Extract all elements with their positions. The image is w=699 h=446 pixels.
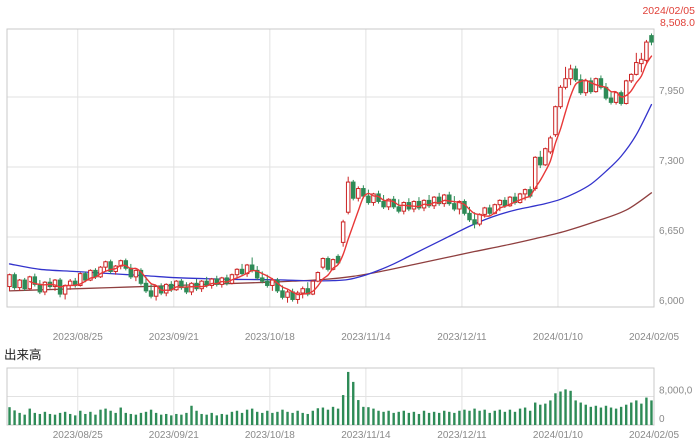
latest-price-label: 8,508.0	[659, 17, 695, 29]
svg-text:2023/08/25: 2023/08/25	[53, 332, 103, 343]
svg-text:6,000: 6,000	[659, 296, 684, 307]
svg-text:2023/08/25: 2023/08/25	[53, 430, 103, 441]
svg-text:7,950: 7,950	[659, 86, 684, 97]
plot-borders	[6, 28, 655, 426]
svg-text:2023/10/18: 2023/10/18	[245, 430, 295, 441]
volume-bars	[8, 371, 653, 425]
svg-text:2023/10/18: 2023/10/18	[245, 332, 295, 343]
svg-text:2023/12/11: 2023/12/11	[437, 332, 487, 343]
svg-text:2023/11/14: 2023/11/14	[341, 430, 391, 441]
volume-section-title: 出来高	[4, 348, 42, 362]
svg-text:0: 0	[659, 414, 665, 425]
svg-text:8,000,0: 8,000,0	[659, 386, 693, 397]
ma-short-line	[29, 55, 653, 296]
date-labels-upper-row: 2023/08/25 2023/09/21 2023/10/18 2023/11/14…	[53, 332, 680, 343]
volume-axis-labels: 0 8,000,0	[659, 386, 693, 426]
date-labels-lower-row: 2023/08/25 2023/09/21 2023/10/18 2023/11/14…	[53, 430, 680, 441]
svg-text:6,650: 6,650	[659, 226, 684, 237]
svg-text:2024/01/10: 2024/01/10	[533, 332, 583, 343]
svg-text:2023/12/11: 2023/12/11	[437, 430, 487, 441]
grid-lines	[7, 29, 655, 425]
svg-text:2024/02/05: 2024/02/05	[629, 430, 679, 441]
svg-text:2024/01/10: 2024/01/10	[533, 430, 583, 441]
latest-date-label: 2024/02/05	[642, 5, 695, 17]
ma-long-line	[8, 192, 653, 292]
price-axis-labels: 6,000 6,650 7,300 7,950	[659, 86, 684, 307]
svg-text:7,300: 7,300	[659, 156, 684, 167]
candles	[7, 33, 654, 304]
svg-text:2024/02/05: 2024/02/05	[629, 332, 679, 343]
svg-text:2023/11/14: 2023/11/14	[341, 332, 391, 343]
ma-mid-line	[8, 103, 653, 282]
svg-text:2023/09/21: 2023/09/21	[149, 332, 199, 343]
svg-text:2023/09/21: 2023/09/21	[149, 430, 199, 441]
